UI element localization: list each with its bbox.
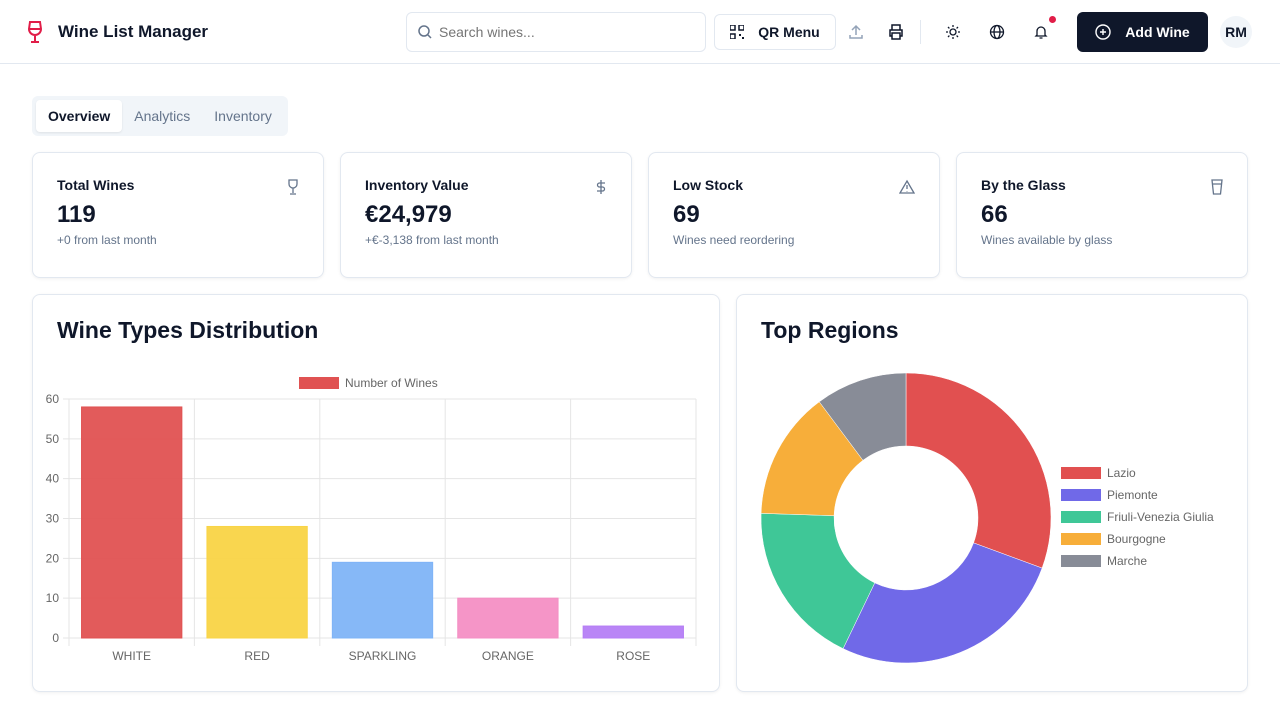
legend-swatch [1061, 467, 1101, 479]
slice-friuli-venezia-giulia[interactable] [760, 513, 876, 649]
slice-piemonte[interactable] [842, 542, 1043, 664]
legend-label[interactable]: Friuli-Venezia Giulia [1107, 510, 1214, 524]
stat-subtext: +€-3,138 from last month [365, 233, 499, 247]
x-tick-label: WHITE [112, 649, 151, 663]
qr-menu-button[interactable]: QR Menu [714, 14, 836, 50]
x-tick-label: ORANGE [482, 649, 534, 663]
bar-rose[interactable] [582, 625, 684, 639]
bar-sparkling[interactable] [331, 561, 434, 639]
legend-swatch [299, 377, 339, 389]
chart-title: Wine Types Distribution [57, 317, 319, 343]
wine-glass-icon [288, 179, 298, 195]
x-tick-label: RED [244, 649, 270, 663]
search-icon [418, 25, 432, 39]
bar-orange[interactable] [457, 597, 559, 639]
legend-label[interactable]: Marche [1107, 554, 1147, 568]
bell-icon[interactable] [1029, 20, 1053, 44]
dollar-icon [596, 180, 606, 194]
tab-inventory[interactable]: Inventory [214, 108, 272, 124]
app-title: Wine List Manager [58, 21, 209, 41]
stat-subtext: +0 from last month [57, 233, 157, 247]
stat-subtext: Wines available by glass [981, 233, 1113, 247]
theme-sun-icon[interactable] [941, 20, 965, 44]
stat-card-total-wines: Total Wines 119 +0 from last month [32, 152, 324, 278]
upload-icon[interactable] [844, 20, 868, 44]
legend-swatch [1061, 533, 1101, 545]
legend-swatch [1061, 555, 1101, 567]
x-tick-label: SPARKLING [349, 649, 417, 663]
app-header: Wine List Manager QR Menu Add Wine RM [0, 0, 1280, 64]
y-tick-label: 40 [46, 472, 60, 486]
stat-value: 119 [57, 201, 96, 228]
warning-icon [899, 179, 915, 194]
legend-label: Number of Wines [345, 376, 438, 390]
tab-overview[interactable]: Overview [36, 100, 123, 132]
bar-red[interactable] [206, 525, 308, 639]
y-tick-label: 30 [46, 512, 60, 526]
slice-marche[interactable] [818, 372, 907, 461]
legend-label[interactable]: Lazio [1107, 466, 1136, 480]
globe-icon[interactable] [985, 20, 1009, 44]
qr-code-icon [730, 25, 745, 39]
stat-title: Low Stock [673, 177, 744, 193]
divider [920, 20, 921, 44]
wine-glass-icon [27, 20, 43, 43]
donut-chart: Lazio Piemonte Friuli-Venezia Giulia Bourgo… [760, 372, 1214, 664]
y-tick-label: 0 [52, 631, 59, 645]
y-tick-label: 60 [46, 392, 60, 406]
chart-title: Top Regions [761, 317, 899, 343]
slice-lazio[interactable] [905, 372, 1052, 569]
stat-title: Total Wines [57, 177, 135, 193]
legend-swatch [1061, 489, 1101, 501]
stat-title: By the Glass [981, 177, 1066, 193]
bar-white[interactable] [81, 406, 183, 639]
legend-swatch [1061, 511, 1101, 523]
legend-label[interactable]: Bourgogne [1107, 532, 1166, 546]
add-wine-button[interactable]: Add Wine [1077, 12, 1208, 52]
tab-bar: Overview Analytics Inventory [32, 96, 288, 136]
qr-menu-label: QR Menu [758, 24, 820, 40]
y-tick-label: 50 [46, 432, 60, 446]
stat-title: Inventory Value [365, 177, 469, 193]
plus-circle-icon [1095, 24, 1111, 40]
top-regions-card: Top Regions Lazio Piemonte Friuli-Venezia … [736, 294, 1248, 692]
search-input[interactable] [439, 24, 689, 40]
stat-value: 66 [981, 201, 1008, 228]
print-icon[interactable] [884, 20, 908, 44]
notification-badge [1049, 16, 1056, 23]
add-wine-label: Add Wine [1125, 24, 1190, 40]
brand[interactable]: Wine List Manager [24, 20, 208, 44]
wine-types-card: Wine Types Distribution Number of Wines … [32, 294, 720, 692]
tab-analytics[interactable]: Analytics [134, 108, 191, 124]
x-tick-label: ROSE [616, 649, 650, 663]
stat-card-inventory-value: Inventory Value €24,979 +€-3,138 from la… [340, 152, 632, 278]
stat-subtext: Wines need reordering [673, 233, 795, 247]
y-tick-label: 20 [46, 551, 60, 565]
bar-chart: Number of Wines 0 10 20 30 40 50 60 WHITE RED SPA… [46, 376, 697, 663]
search-box[interactable] [406, 12, 706, 52]
stat-value: 69 [673, 201, 700, 228]
avatar[interactable]: RM [1220, 16, 1252, 48]
stat-value: €24,979 [365, 201, 452, 228]
legend-label[interactable]: Piemonte [1107, 488, 1158, 502]
stat-card-low-stock: Low Stock 69 Wines need reordering [648, 152, 940, 278]
glass-icon [1211, 179, 1223, 195]
y-tick-label: 10 [46, 591, 60, 605]
stat-card-by-the-glass: By the Glass 66 Wines available by glass [956, 152, 1248, 278]
